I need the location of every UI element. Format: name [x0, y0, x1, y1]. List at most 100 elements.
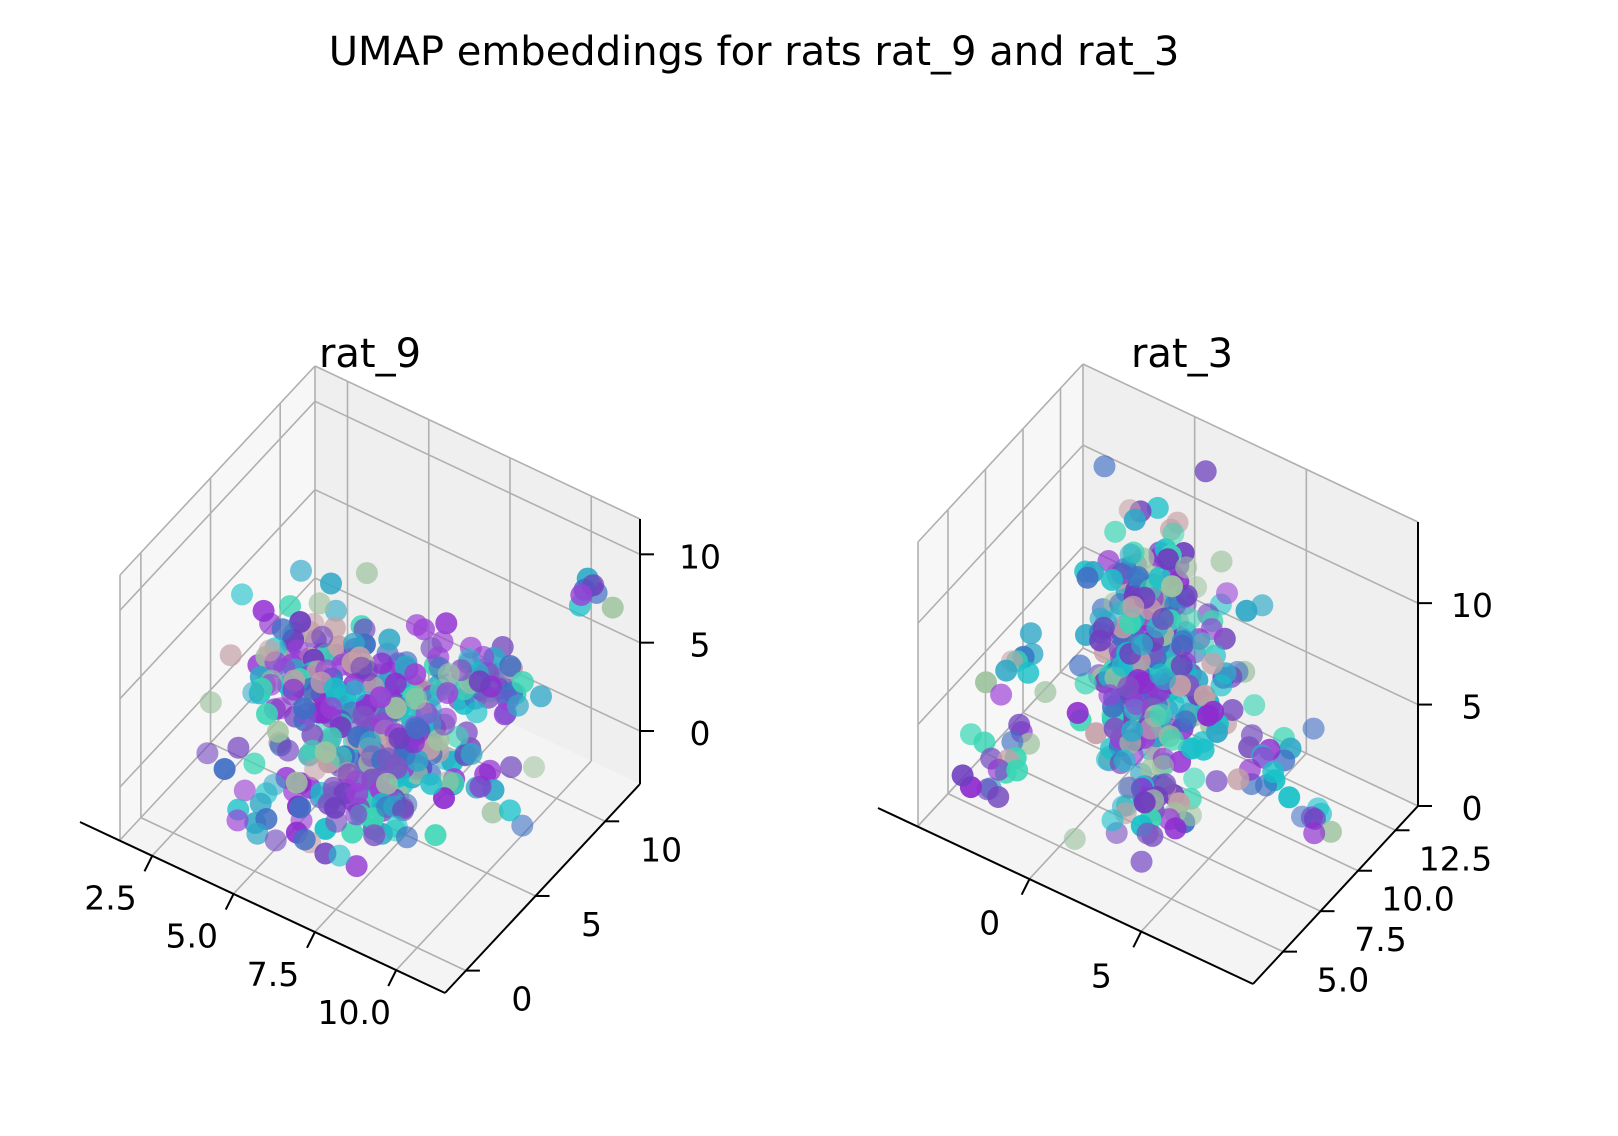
pane-edge [119, 365, 316, 576]
scatter-point [1017, 661, 1040, 684]
scatter-point [290, 559, 312, 582]
scatter-point [1170, 654, 1193, 677]
scatter-point [346, 782, 369, 805]
scatter-point [1103, 717, 1126, 740]
scatter-point [352, 705, 375, 728]
scatter-point [1162, 522, 1185, 545]
axes-rat-9: rat_9 2.5 5.0 7.5 10.0 0 5 10 0 5 10 [79, 331, 721, 1032]
scatter-point [498, 799, 521, 822]
scatter-point [227, 736, 250, 759]
scatter-point [314, 741, 337, 764]
scatter-point [289, 611, 312, 633]
scatter-point [363, 824, 386, 847]
tick-labels: 2.5 5.0 7.5 10.0 0 5 10 0 5 10 [84, 537, 721, 1032]
scatter-point [1121, 719, 1144, 742]
y-axis-line [1252, 805, 1419, 985]
y-tick-label: 12.5 [1419, 839, 1492, 878]
scatter-point [1074, 672, 1097, 695]
scatter-point [976, 778, 999, 801]
gridline-y-floor [140, 816, 467, 972]
scatter-point [1179, 607, 1201, 630]
scatter-point [323, 677, 346, 700]
scatter-point [435, 612, 458, 635]
pane-edge [1082, 363, 1419, 523]
x-tick [306, 931, 316, 949]
gridline-z-left [917, 444, 1084, 624]
scatter-point [437, 663, 460, 686]
z-tick-label: 0 [690, 714, 711, 753]
scatter-point [320, 572, 342, 595]
scatter-point [1008, 713, 1031, 736]
scatter-point [511, 814, 534, 837]
scatter-point [1089, 629, 1112, 652]
x-tick-label: 0 [979, 904, 1000, 943]
scatter-point [1161, 575, 1183, 598]
scatter-point [1216, 582, 1238, 605]
scatter-point [293, 697, 316, 720]
z-tick-label: 10 [679, 537, 721, 576]
scatter-point [433, 787, 455, 810]
scatter-point [213, 758, 236, 780]
scatter-point [1101, 809, 1124, 832]
x-axis-line [877, 807, 1254, 985]
scatter-point [1151, 607, 1174, 630]
x-tick-label: 5 [1091, 956, 1112, 995]
scatter-point [1149, 703, 1172, 726]
scatter-point [1278, 786, 1301, 809]
gridline-z-left [917, 546, 1084, 726]
scatter-point [271, 618, 294, 641]
scatter-point [523, 756, 545, 779]
scatter-point [246, 822, 269, 845]
scatter-point [243, 752, 266, 775]
figure-suptitle: UMAP embeddings for rats rat_9 and rat_3 [329, 29, 1180, 75]
gridline-z-left [119, 489, 316, 700]
scatter-point [1119, 612, 1142, 635]
scatter-point [1320, 820, 1342, 843]
scatter-point [350, 656, 373, 679]
scatter-point [233, 779, 256, 802]
scatter-point [951, 764, 974, 787]
scatter-point [1093, 455, 1116, 478]
scatter-point [436, 682, 459, 704]
scatter-point [256, 703, 278, 725]
x-tick [1132, 930, 1143, 948]
subplot-title-rat-3: rat_3 [1131, 331, 1233, 377]
y-axis-line [444, 783, 641, 994]
pane-edge [917, 647, 1084, 827]
y-tick-label: 0 [511, 980, 532, 1019]
scatter-point [328, 844, 351, 867]
scatter-point [1194, 460, 1217, 483]
scatter-point [481, 801, 504, 824]
scatter-point [1133, 791, 1156, 814]
back-pane [1083, 364, 1418, 806]
gridline-y-floor [947, 792, 1284, 953]
scatter-point [384, 672, 407, 695]
scatter-point [1175, 556, 1198, 579]
scatter-point [395, 826, 418, 849]
scatter-point [266, 720, 289, 743]
scatter-point [1221, 699, 1244, 721]
scatter-point [320, 696, 343, 719]
scatter-point [987, 758, 1010, 781]
scatter-point [1131, 633, 1154, 656]
scatter-point [499, 655, 522, 677]
scatter-point [570, 584, 593, 606]
back-pane [315, 366, 640, 784]
scatter-point [1205, 770, 1228, 793]
scatter-point [405, 687, 428, 710]
scatter-point [1104, 520, 1127, 543]
axes-rat-3: rat_3 0 5 5.07.510.012.5 0 5 10 [877, 331, 1493, 1000]
scatter-point [311, 625, 334, 648]
scatter-point [1123, 508, 1146, 531]
scatter-point [995, 659, 1018, 682]
left-pane [918, 364, 1083, 826]
scatter-point [424, 824, 447, 847]
x-tick-label: 5.0 [166, 917, 218, 956]
x-tick-label: 7.5 [247, 955, 299, 994]
scatter-point [1006, 759, 1029, 782]
x-tick-label: 2.5 [84, 878, 136, 917]
gridline-z-left [119, 400, 316, 611]
scatter-point [1210, 550, 1233, 573]
scatter-point [1227, 768, 1250, 791]
